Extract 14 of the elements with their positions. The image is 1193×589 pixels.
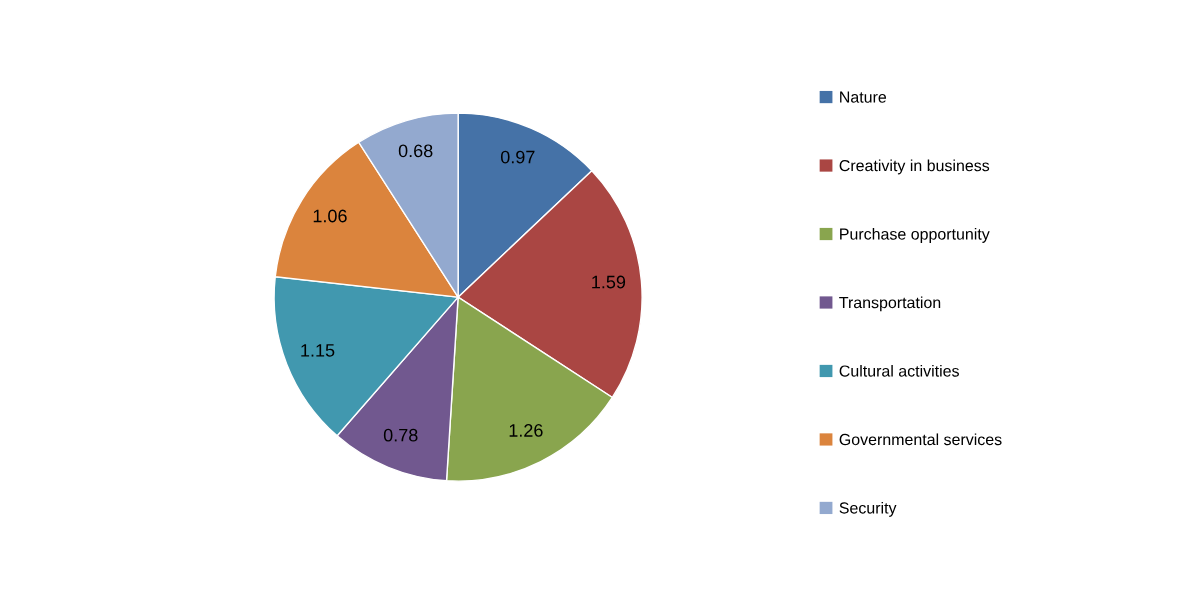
data-label: 1.06 (313, 209, 347, 223)
legend-label: Security (839, 501, 897, 517)
legend-label: Governmental services (839, 433, 1002, 446)
data-label: 1.15 (301, 344, 335, 357)
data-label: 1.26 (509, 424, 543, 437)
legend-label: Nature (840, 91, 887, 103)
data-label: 1.59 (592, 275, 626, 289)
legend-label: Cultural activities (839, 364, 959, 377)
data-label: 0.68 (398, 144, 433, 158)
legend-label: Creativity in business (839, 159, 990, 175)
legend-label: Purchase opportunity (840, 227, 990, 243)
legend-label: Transportation (839, 296, 941, 312)
data-label: 0.97 (500, 150, 535, 164)
data-label: 0.78 (383, 428, 418, 442)
